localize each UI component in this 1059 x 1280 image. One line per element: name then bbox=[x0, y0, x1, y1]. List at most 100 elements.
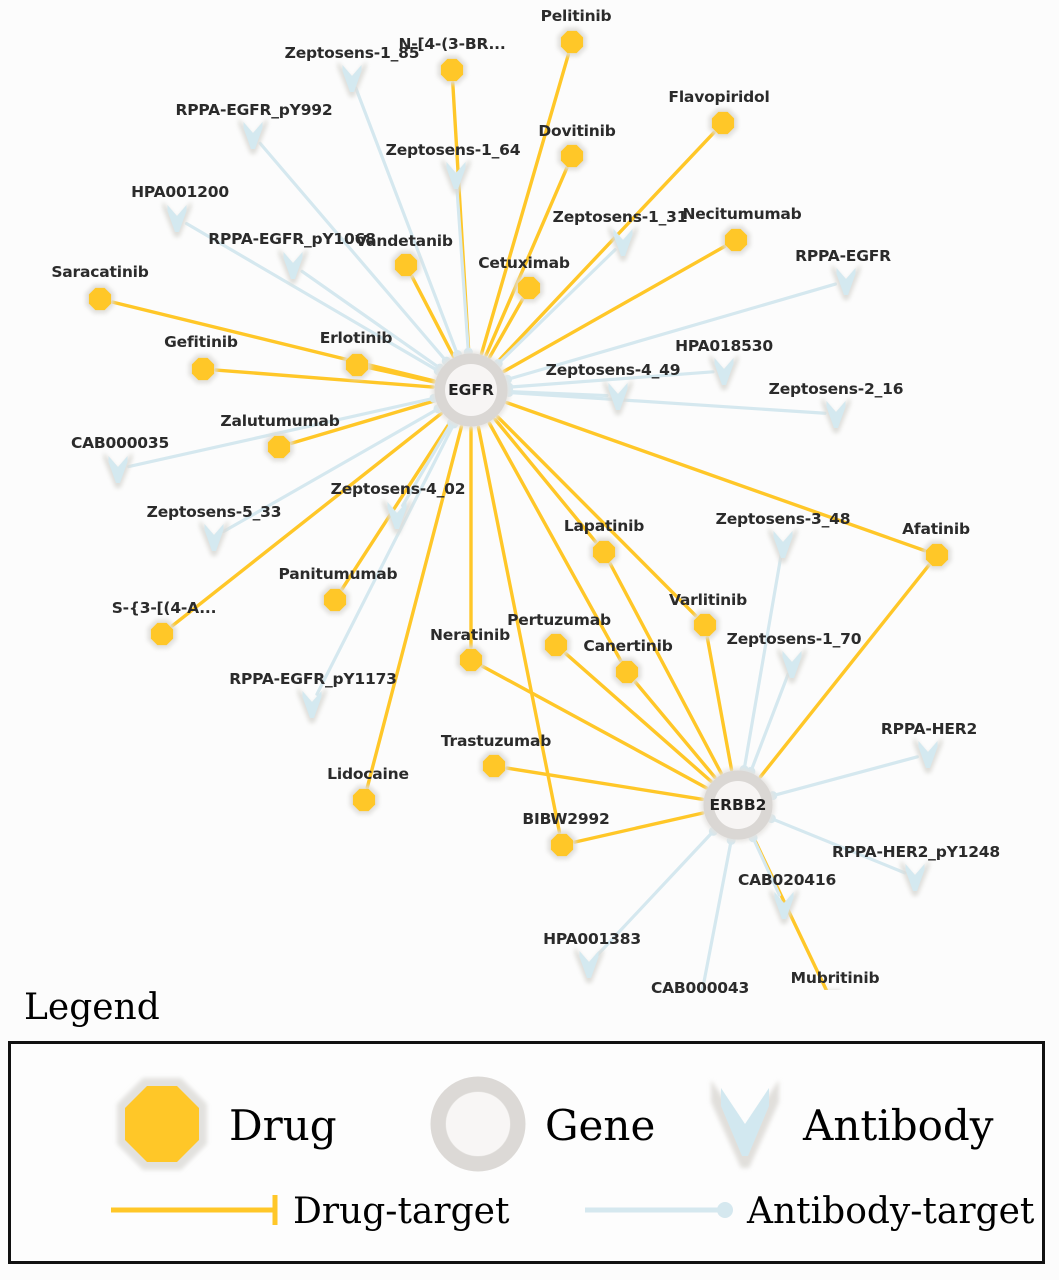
antibody-target-edge bbox=[749, 672, 790, 773]
drug-node[interactable] bbox=[342, 350, 372, 380]
drug-target-edge bbox=[758, 563, 931, 779]
legend-item-drug-target: Drug-target bbox=[107, 1190, 509, 1234]
drug-node-shape bbox=[724, 228, 748, 252]
drug-node[interactable] bbox=[612, 657, 642, 687]
antibody-node[interactable] bbox=[821, 397, 851, 433]
drug-target-edge bbox=[505, 766, 705, 802]
drug-target-edge bbox=[367, 366, 436, 384]
drug-target-edge bbox=[110, 300, 436, 383]
drug-target-edge bbox=[170, 411, 443, 628]
antibody-target-edge bbox=[742, 553, 783, 772]
antibody-node[interactable] bbox=[441, 158, 471, 194]
antibody-node[interactable] bbox=[768, 527, 798, 563]
antibody-node[interactable] bbox=[238, 118, 268, 154]
drug-node-shape bbox=[592, 540, 616, 564]
antibody-node[interactable] bbox=[278, 248, 308, 284]
drug-node[interactable] bbox=[514, 273, 544, 303]
legend-box: Drug Gene bbox=[8, 1041, 1045, 1264]
drug-node[interactable] bbox=[85, 284, 115, 314]
drug-node[interactable] bbox=[147, 619, 177, 649]
drug-node[interactable] bbox=[922, 540, 952, 570]
antibody-node[interactable] bbox=[337, 61, 367, 97]
drug-target-edge bbox=[705, 636, 734, 772]
antibody-node-shape bbox=[204, 524, 224, 551]
antibody-node-shape bbox=[167, 205, 187, 232]
gene-node[interactable] bbox=[432, 351, 510, 429]
drug-node[interactable] bbox=[708, 108, 738, 138]
drug-node[interactable] bbox=[391, 250, 421, 280]
antibody-node-shape bbox=[243, 122, 263, 149]
antibody-node-shape bbox=[387, 502, 407, 529]
drug-target-edge bbox=[365, 425, 464, 790]
drug-node[interactable] bbox=[188, 354, 218, 384]
antibody-target-edge bbox=[315, 422, 456, 696]
antibody-node[interactable] bbox=[297, 687, 327, 723]
drug-target-edge bbox=[214, 368, 435, 389]
gene-node[interactable] bbox=[701, 768, 775, 842]
drug-node-shape bbox=[323, 588, 347, 612]
antibody-node[interactable] bbox=[103, 452, 133, 488]
antibody-node[interactable] bbox=[769, 888, 799, 924]
antibody-node-shape bbox=[782, 651, 802, 678]
antibody-vee-icon bbox=[699, 1072, 791, 1180]
drug-node[interactable] bbox=[264, 432, 294, 462]
drug-node-shape bbox=[482, 754, 506, 778]
drug-node[interactable] bbox=[320, 585, 350, 615]
antibody-target-edge bbox=[594, 829, 715, 958]
drug-node-shape bbox=[560, 144, 584, 168]
antibody-node[interactable] bbox=[162, 201, 192, 237]
drug-node[interactable] bbox=[456, 645, 486, 675]
drug-node-shape bbox=[517, 276, 541, 300]
drug-node[interactable] bbox=[721, 225, 751, 255]
antibody-node[interactable] bbox=[777, 647, 807, 683]
drug-node-shape bbox=[267, 435, 291, 459]
antibody-target-edge bbox=[496, 248, 617, 366]
drug-node[interactable] bbox=[349, 785, 379, 815]
drug-target-edge bbox=[487, 421, 623, 663]
antibody-node[interactable] bbox=[913, 737, 943, 773]
antibody-node[interactable] bbox=[900, 860, 930, 896]
antibody-node-shape bbox=[446, 162, 466, 189]
legend-label-gene: Gene bbox=[545, 1101, 656, 1150]
antibody-node[interactable] bbox=[709, 354, 739, 390]
drug-node[interactable] bbox=[479, 751, 509, 781]
drug-node-shape bbox=[394, 253, 418, 277]
drug-node-shape bbox=[550, 833, 574, 857]
legend-item-antibody-target: Antibody-target bbox=[581, 1190, 1034, 1234]
drug-target-edge bbox=[479, 52, 571, 356]
drug-node[interactable] bbox=[589, 537, 619, 567]
antibody-node[interactable] bbox=[603, 379, 633, 415]
drug-node[interactable] bbox=[557, 141, 587, 171]
antibody-target-edge bbox=[354, 86, 460, 357]
drug-target-edge bbox=[484, 166, 569, 357]
drug-target-edge bbox=[496, 415, 698, 618]
antibody-target-edge bbox=[507, 370, 715, 389]
legend-item-drug: Drug bbox=[107, 1072, 337, 1180]
drug-node[interactable] bbox=[690, 610, 720, 640]
antibody-node[interactable] bbox=[608, 225, 638, 261]
drug-node[interactable] bbox=[541, 630, 571, 660]
antibody-node-shape bbox=[714, 358, 734, 385]
drug-target-edge bbox=[340, 420, 453, 591]
gene-node-core bbox=[714, 781, 762, 829]
antibody-node-shape bbox=[283, 252, 303, 279]
gene-node-ring bbox=[434, 353, 508, 427]
antibody-node[interactable] bbox=[831, 264, 861, 300]
drug-node-shape bbox=[693, 613, 717, 637]
antibody-node[interactable] bbox=[574, 947, 604, 983]
antibody-node[interactable] bbox=[382, 498, 412, 534]
legend: Legend Drug bbox=[0, 985, 1059, 1280]
drug-target-edge bbox=[572, 811, 705, 844]
drug-target-edge bbox=[289, 399, 437, 446]
drug-target-edge bbox=[564, 651, 713, 783]
drug-target-edge bbox=[476, 425, 562, 834]
drug-node[interactable] bbox=[437, 55, 467, 85]
drug-target-edge bbox=[505, 400, 927, 553]
antibody-node-shape bbox=[826, 401, 846, 428]
antibody-target-edge bbox=[184, 221, 440, 373]
drug-target-edge-icon bbox=[107, 1190, 287, 1234]
antibody-node[interactable] bbox=[199, 520, 229, 556]
drug-node[interactable] bbox=[547, 830, 577, 860]
drug-octagon-icon bbox=[107, 1072, 217, 1180]
drug-node[interactable] bbox=[557, 27, 587, 57]
